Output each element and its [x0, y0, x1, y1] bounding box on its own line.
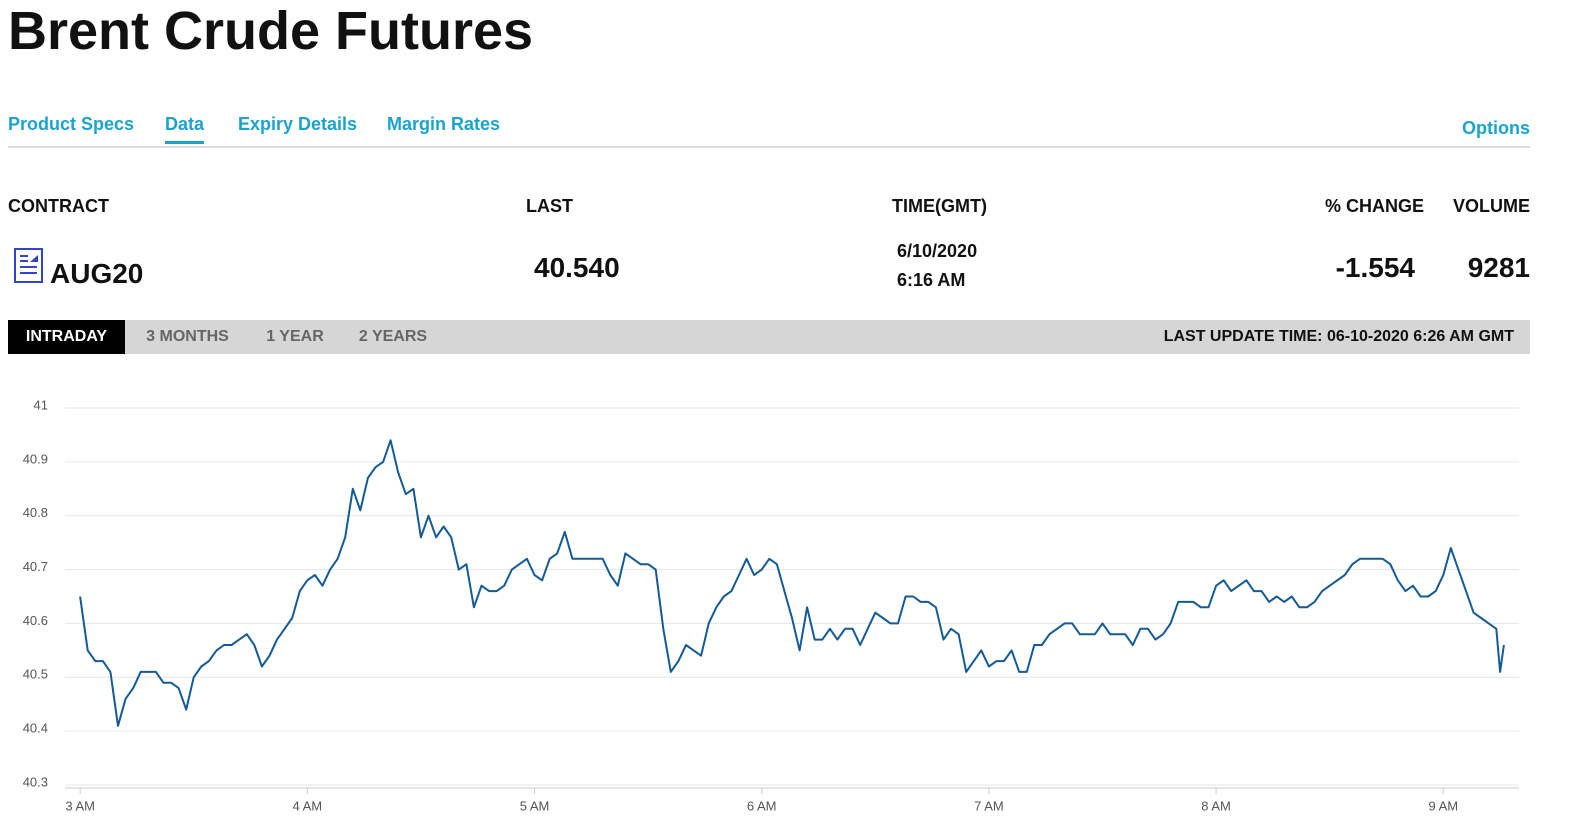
quote-date: 6/10/2020	[897, 241, 978, 261]
y-tick-label: 40.3	[23, 774, 48, 789]
column-header: LAST	[526, 196, 573, 216]
range-bar	[8, 320, 1530, 354]
nav-tab[interactable]: Margin Rates	[387, 114, 501, 134]
y-tick-label: 40.6	[23, 613, 48, 628]
x-tick-label: 9 AM	[1428, 798, 1458, 813]
nav-tab[interactable]: Expiry Details	[238, 114, 358, 134]
x-tick-label: 7 AM	[974, 798, 1004, 813]
range-tab[interactable]: 3 MONTHS	[146, 328, 229, 345]
page-title: Brent Crude Futures	[8, 1, 534, 61]
y-tick-label: 41	[34, 397, 48, 412]
price-line	[79, 439, 1505, 727]
column-header: TIME(GMT)	[892, 196, 987, 216]
last-price: 40.540	[534, 252, 620, 283]
x-tick-label: 6 AM	[747, 798, 777, 813]
y-tick-label: 40.5	[23, 667, 48, 682]
range-tab[interactable]: INTRADAY	[8, 320, 125, 354]
quote-time: 6:16 AM	[897, 270, 966, 290]
nav-tab[interactable]: Product Specs	[8, 114, 135, 134]
y-tick-label: 40.8	[23, 505, 48, 520]
x-tick-label: 4 AM	[293, 798, 323, 813]
nav-tab[interactable]: Data	[165, 114, 205, 144]
range-tab[interactable]: 1 YEAR	[266, 328, 324, 345]
x-tick-label: 8 AM	[1201, 798, 1231, 813]
y-tick-label: 40.9	[23, 451, 48, 466]
column-header: CONTRACT	[8, 196, 109, 216]
y-tick-label: 40.4	[23, 721, 48, 736]
pct-change: -1.554	[1335, 252, 1415, 283]
contract-icon	[14, 248, 43, 283]
contract: AUG20	[50, 258, 144, 289]
last-update: LAST UPDATE TIME: 06-10-2020 6:26 AM GMT	[1163, 328, 1514, 345]
volume: 9281	[1467, 252, 1530, 283]
y-tick-label: 40.7	[23, 559, 48, 574]
x-tick-label: 3 AM	[65, 798, 95, 813]
column-header: % CHANGE	[1324, 196, 1424, 216]
divider	[8, 146, 1530, 148]
x-tick-label: 5 AM	[520, 798, 550, 813]
options-link[interactable]: Options	[1462, 118, 1530, 138]
chart: 40.3 40.4 40.5 40.6 40.7 40.8 40.9 41 3 AM 4 AM 5 …	[23, 397, 1519, 813]
range-tab[interactable]: 2 YEARS	[358, 328, 428, 345]
column-header: VOLUME	[1452, 196, 1530, 216]
